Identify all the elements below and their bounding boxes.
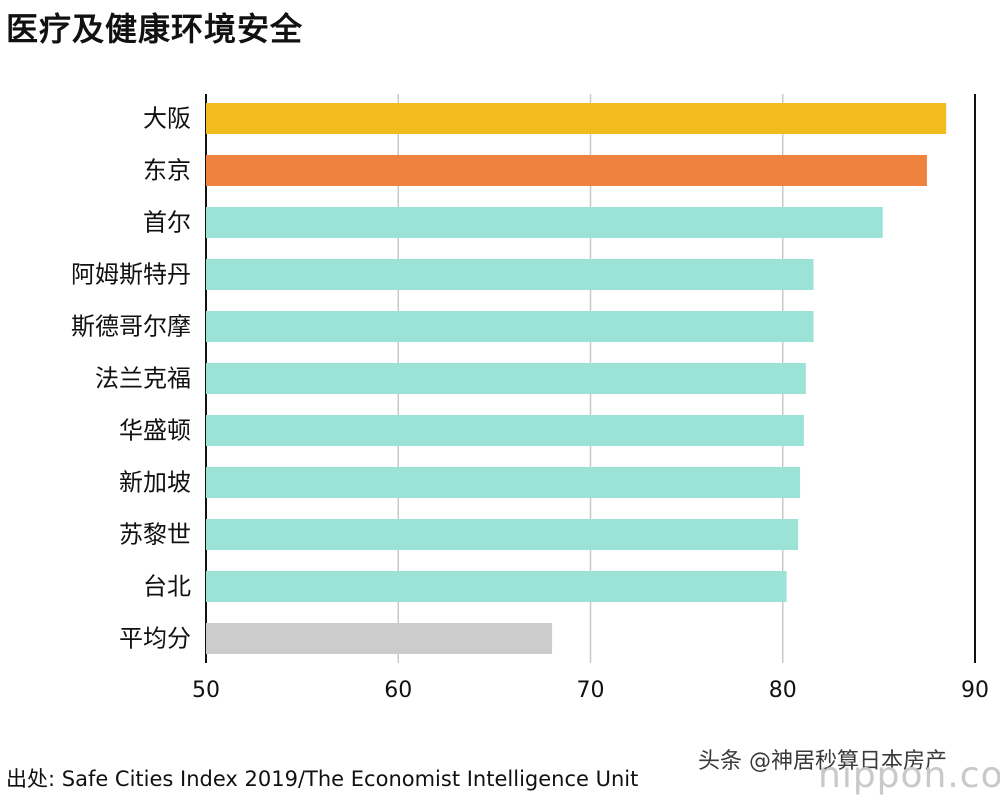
bar	[206, 415, 804, 446]
category-label: 阿姆斯特丹	[71, 261, 191, 289]
bar	[206, 311, 814, 342]
bar	[206, 623, 553, 654]
source-note: 出处: Safe Cities Index 2019/The Economist…	[6, 767, 639, 791]
x-tick-label: 70	[577, 678, 605, 703]
bar	[206, 571, 787, 602]
x-tick-label: 60	[384, 678, 412, 703]
category-label: 台北	[143, 573, 191, 601]
category-label: 苏黎世	[119, 521, 191, 549]
x-tick-label: 80	[769, 678, 797, 703]
category-label: 新加坡	[119, 469, 191, 497]
category-label: 平均分	[119, 625, 191, 653]
category-label: 大阪	[143, 105, 191, 133]
category-label: 东京	[143, 157, 191, 185]
bar	[206, 259, 814, 290]
x-tick-label: 90	[961, 678, 989, 703]
category-label: 斯德哥尔摩	[71, 313, 191, 341]
bar	[206, 103, 947, 134]
bar	[206, 155, 927, 186]
watermark-brand: nippon.com	[818, 755, 1000, 796]
chart-title: 医疗及健康环境安全	[6, 10, 304, 48]
bar	[206, 363, 806, 394]
bar	[206, 519, 799, 550]
bar	[206, 467, 801, 498]
watermark-text: 头条 @神居秒算日本房产	[698, 749, 947, 774]
bar	[206, 207, 883, 238]
category-label: 首尔	[143, 209, 191, 237]
x-tick-label: 50	[192, 678, 220, 703]
category-label: 华盛顿	[119, 417, 191, 445]
category-label: 法兰克福	[95, 365, 191, 393]
